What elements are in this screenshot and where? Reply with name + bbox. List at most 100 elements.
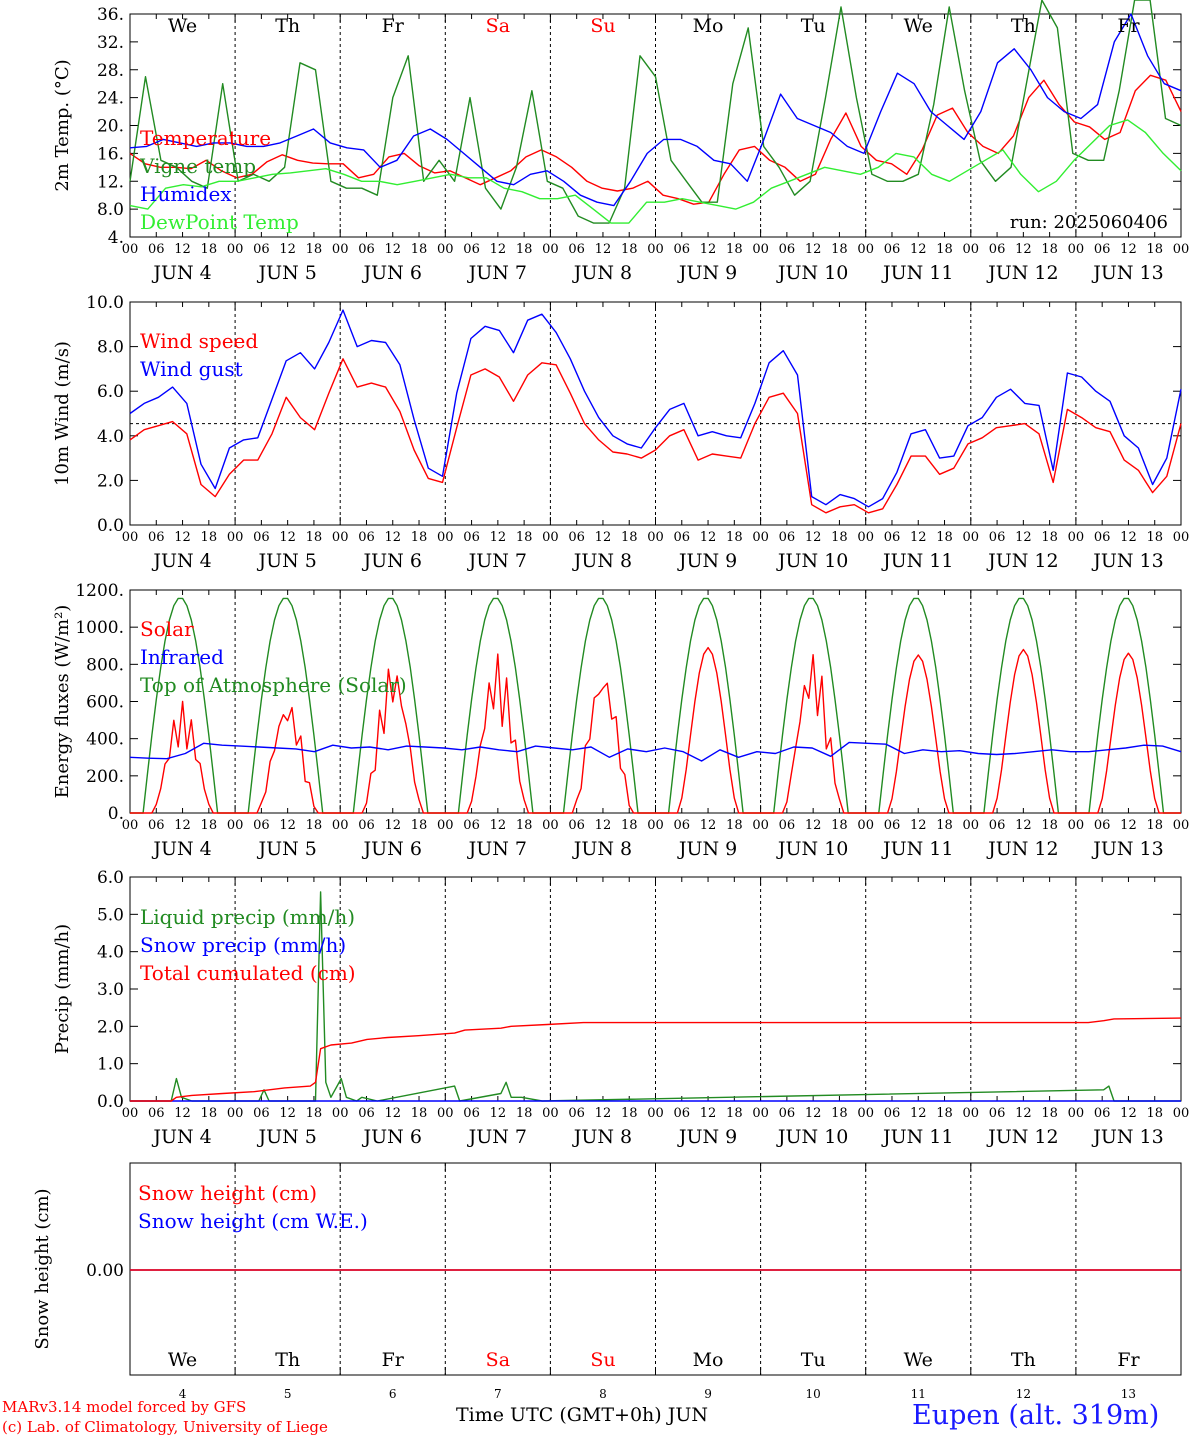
series-line-wind-gust <box>129 309 1182 508</box>
y-tick-label: 3.0 <box>97 980 124 1000</box>
y-tick-label: 0.0 <box>97 1092 124 1112</box>
date-label: JUN 13 <box>1091 838 1163 860</box>
hour-tick-label: 00 <box>752 818 769 833</box>
hour-tick-label: 12 <box>1015 818 1032 833</box>
hour-tick-label: 06 <box>148 1106 165 1121</box>
hour-tick-label: 18 <box>936 818 953 833</box>
hour-tick-label: 06 <box>674 530 691 545</box>
hour-tick-label: 12 <box>1015 242 1032 257</box>
day-abbr-label: Th <box>275 15 300 37</box>
hour-tick-label: 00 <box>437 1106 454 1121</box>
hour-tick-label: 18 <box>726 818 743 833</box>
date-label: JUN 8 <box>572 550 632 572</box>
hour-tick-label: 00 <box>542 818 559 833</box>
hour-tick-label: 00 <box>857 1106 874 1121</box>
date-label: JUN 5 <box>256 550 316 572</box>
hour-tick-label: 00 <box>1173 1106 1190 1121</box>
hour-tick-label: 18 <box>411 242 428 257</box>
hour-tick-label: 18 <box>621 242 638 257</box>
hour-tick-label: 18 <box>516 818 533 833</box>
hour-tick-label: 06 <box>358 530 375 545</box>
day-abbr-label: We <box>904 1349 933 1371</box>
hour-tick-label: 18 <box>411 818 428 833</box>
date-label: JUN 11 <box>881 1126 953 1148</box>
hour-tick-label: 12 <box>490 818 507 833</box>
date-label: JUN 12 <box>986 262 1058 284</box>
legend-entry: Snow height (cm W.E.) <box>138 1209 368 1233</box>
date-label: JUN 9 <box>677 838 737 860</box>
day-abbr-label: Su <box>590 1349 615 1371</box>
y-tick-label: 0.00 <box>86 1261 124 1281</box>
hour-tick-label: 06 <box>989 818 1006 833</box>
day-abbr-label: Th <box>1011 1349 1036 1371</box>
date-label: JUN 9 <box>677 550 737 572</box>
day-abbr-label: Fr <box>1117 15 1140 37</box>
day-number-label: 7 <box>494 1387 502 1401</box>
hour-tick-label: 06 <box>989 530 1006 545</box>
date-label: JUN 13 <box>1091 262 1163 284</box>
day-abbr-label: We <box>168 15 197 37</box>
hour-tick-label: 12 <box>490 1106 507 1121</box>
hour-tick-label: 06 <box>253 530 270 545</box>
model-credit: MARv3.14 model forced by GFS <box>2 1398 247 1416</box>
hour-tick-label: 00 <box>122 818 139 833</box>
hour-tick-label: 18 <box>831 818 848 833</box>
hour-tick-label: 06 <box>253 242 270 257</box>
hour-tick-label: 12 <box>910 530 927 545</box>
day-abbr-label: Mo <box>693 15 724 37</box>
hour-tick-label: 00 <box>227 530 244 545</box>
day-number-label: 12 <box>1016 1387 1031 1401</box>
hour-tick-label: 00 <box>857 818 874 833</box>
hour-tick-label: 00 <box>332 530 349 545</box>
hour-tick-label: 18 <box>201 530 218 545</box>
hour-tick-label: 06 <box>568 818 585 833</box>
hour-tick-label: 12 <box>700 530 717 545</box>
hour-tick-label: 00 <box>963 1106 980 1121</box>
hour-tick-label: 00 <box>542 1106 559 1121</box>
hour-tick-label: 18 <box>306 242 323 257</box>
hour-tick-label: 00 <box>1173 818 1190 833</box>
date-label: JUN 8 <box>572 1126 632 1148</box>
date-label: JUN 6 <box>362 550 422 572</box>
series-line-vigne-temp <box>129 0 1182 224</box>
hour-tick-label: 18 <box>1146 242 1163 257</box>
legend-entry: Snow height (cm) <box>138 1181 317 1205</box>
time-axis-label: Time UTC (GMT+0h) JUN <box>456 1404 708 1426</box>
date-label: JUN 7 <box>467 262 527 284</box>
day-abbr-label: Mo <box>693 1349 724 1371</box>
hour-tick-label: 00 <box>647 530 664 545</box>
hour-tick-label: 18 <box>936 1106 953 1121</box>
hour-tick-label: 00 <box>752 1106 769 1121</box>
date-label: JUN 9 <box>677 262 737 284</box>
hour-tick-label: 00 <box>963 530 980 545</box>
hour-tick-label: 00 <box>542 242 559 257</box>
hour-tick-label: 06 <box>463 818 480 833</box>
day-abbr-label: Tu <box>801 1349 826 1371</box>
legend-entry: Snow precip (mm/h) <box>140 933 346 957</box>
hour-tick-label: 06 <box>253 1106 270 1121</box>
hour-tick-label: 12 <box>595 530 612 545</box>
hour-tick-label: 00 <box>437 530 454 545</box>
hour-tick-label: 06 <box>779 530 796 545</box>
day-abbr-label: Fr <box>382 15 405 37</box>
hour-tick-label: 06 <box>779 818 796 833</box>
day-abbr-label: Th <box>1011 15 1036 37</box>
date-label: JUN 4 <box>151 838 211 860</box>
y-axis-label-1: 2m Temp. (°C) <box>52 59 73 191</box>
hour-tick-label: 06 <box>568 242 585 257</box>
series-line-dewpoint-temp <box>129 119 1182 224</box>
hour-tick-label: 18 <box>1041 530 1058 545</box>
day-abbr-label: Sa <box>486 15 510 37</box>
y-tick-label: 200. <box>86 767 124 787</box>
hour-tick-label: 06 <box>989 1106 1006 1121</box>
legend-entry: Total cumulated (cm) <box>140 961 356 985</box>
day-abbr-label: Fr <box>1117 1349 1140 1371</box>
hour-tick-label: 12 <box>384 1106 401 1121</box>
y-tick-label: 4.0 <box>97 943 124 963</box>
day-number-label: 13 <box>1121 1387 1136 1401</box>
date-label: JUN 12 <box>986 838 1058 860</box>
date-label: JUN 13 <box>1091 550 1163 572</box>
hour-tick-label: 00 <box>227 242 244 257</box>
hour-tick-label: 06 <box>1094 1106 1111 1121</box>
y-tick-label: 36. <box>97 5 124 25</box>
